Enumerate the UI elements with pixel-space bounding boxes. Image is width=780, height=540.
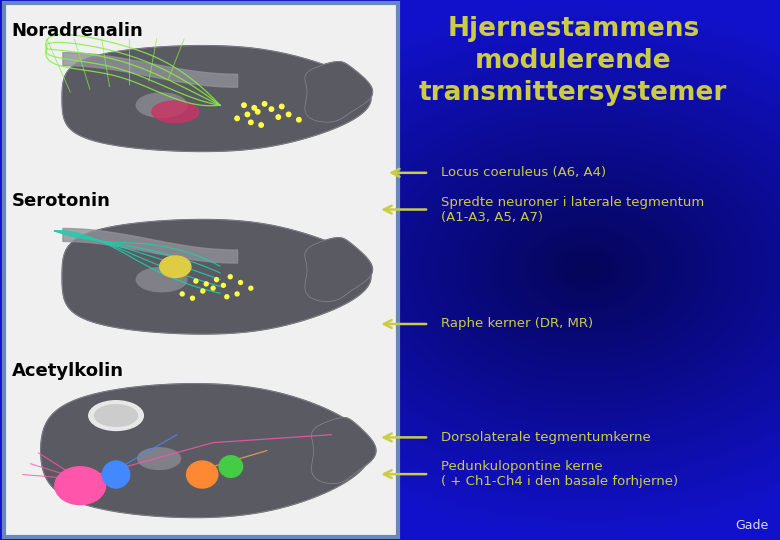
Ellipse shape <box>186 461 218 488</box>
Text: Spredte neuroner i laterale tegmentum
(A1-A3, A5, A7): Spredte neuroner i laterale tegmentum (A… <box>441 195 704 224</box>
Point <box>221 293 233 301</box>
Ellipse shape <box>136 93 187 117</box>
Point <box>251 107 264 116</box>
Ellipse shape <box>94 405 137 427</box>
Point <box>197 287 209 295</box>
Ellipse shape <box>219 456 243 477</box>
Ellipse shape <box>89 401 144 430</box>
Point <box>245 284 257 293</box>
Text: Pedunkulopontine kerne
( + Ch1-Ch4 i den basale forhjerne): Pedunkulopontine kerne ( + Ch1-Ch4 i den… <box>441 460 678 488</box>
Point <box>224 272 236 281</box>
Point <box>211 275 223 284</box>
Ellipse shape <box>102 461 129 488</box>
Text: Serotonin: Serotonin <box>12 192 111 210</box>
Point <box>200 280 212 288</box>
Ellipse shape <box>136 267 187 292</box>
Polygon shape <box>41 384 370 517</box>
Point <box>231 114 243 123</box>
Point <box>234 278 246 287</box>
Point <box>255 121 268 130</box>
Bar <box>4 3 398 537</box>
Point <box>292 116 305 124</box>
Text: Raphe kerner (DR, MR): Raphe kerner (DR, MR) <box>441 318 593 330</box>
Polygon shape <box>311 417 376 484</box>
Ellipse shape <box>55 467 105 504</box>
Polygon shape <box>62 220 371 334</box>
Text: Noradrenalin: Noradrenalin <box>12 22 144 39</box>
Text: Gade: Gade <box>735 519 768 532</box>
Text: Acetylkolin: Acetylkolin <box>12 362 124 380</box>
Text: Hjernestammens
modulerende
transmittersystemer: Hjernestammens modulerende transmittersy… <box>419 16 728 106</box>
Point <box>282 110 295 119</box>
Point <box>186 294 199 302</box>
Point <box>272 113 285 122</box>
Point <box>217 281 229 289</box>
Point <box>275 102 288 111</box>
Polygon shape <box>305 62 373 122</box>
Point <box>207 284 219 293</box>
Point <box>238 101 250 110</box>
Point <box>241 110 254 119</box>
Point <box>176 289 189 298</box>
Ellipse shape <box>138 448 180 469</box>
Text: Locus coeruleus (A6, A4): Locus coeruleus (A6, A4) <box>441 166 606 179</box>
Text: Dorsolaterale tegmentumkerne: Dorsolaterale tegmentumkerne <box>441 431 651 444</box>
Point <box>245 118 257 127</box>
Polygon shape <box>305 238 373 301</box>
Point <box>258 99 271 108</box>
Point <box>248 104 261 112</box>
Point <box>265 105 278 113</box>
Ellipse shape <box>152 101 199 123</box>
Point <box>231 289 243 298</box>
Point <box>190 276 202 285</box>
Polygon shape <box>62 46 371 151</box>
Ellipse shape <box>160 256 191 278</box>
